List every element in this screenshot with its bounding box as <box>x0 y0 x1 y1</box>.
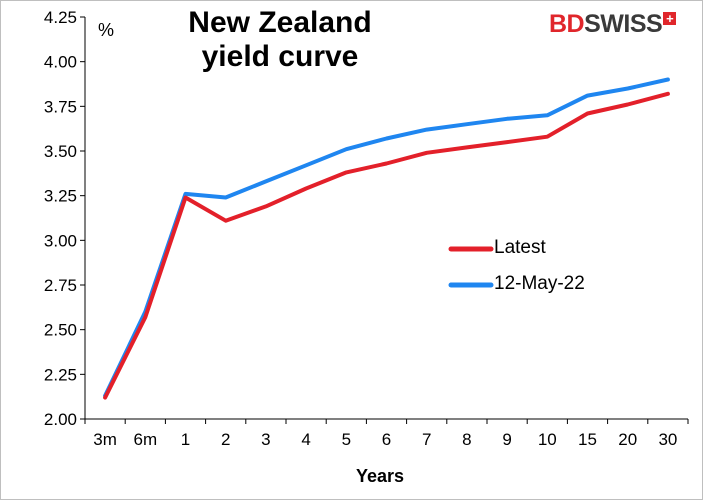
series-line-12-may-22 <box>103 77 670 398</box>
x-tick-label: 15 <box>578 430 597 449</box>
x-tick-label: 1 <box>181 430 190 449</box>
y-tick-label: 3.50 <box>44 142 77 161</box>
logo-text-bd: BD <box>549 10 585 38</box>
logo-text-swiss: SWISS <box>584 10 663 38</box>
x-tick-label: 3 <box>261 430 270 449</box>
x-tick-label: 8 <box>462 430 471 449</box>
legend-label-12-may-22: 12-May-22 <box>494 273 585 294</box>
chart-title: New Zealand yield curve <box>180 6 380 74</box>
logo-plus-icon: + <box>663 12 677 25</box>
x-tick-label: 2 <box>221 430 230 449</box>
x-tick-label: 30 <box>658 430 677 449</box>
x-tick-label: 7 <box>422 430 431 449</box>
x-tick-label: 4 <box>301 430 310 449</box>
y-tick-label: 3.25 <box>44 187 77 206</box>
x-tick-label: 3m <box>93 430 117 449</box>
x-axis-title: Years <box>355 466 405 486</box>
y-tick-label: 4.00 <box>44 53 77 72</box>
y-tick-label: 2.50 <box>44 321 77 340</box>
y-tick-label: 4.25 <box>44 8 77 27</box>
y-tick-label: 3.75 <box>44 97 77 116</box>
series-line-latest <box>103 91 670 400</box>
bdswiss-logo: BDSWISS + <box>549 10 677 39</box>
y-axis-unit-label: % <box>98 20 115 40</box>
x-tick-label: 9 <box>502 430 511 449</box>
x-tick-label: 6m <box>133 430 157 449</box>
chart-title-line-1: New Zealand <box>188 6 372 39</box>
x-tick-label: 5 <box>342 430 351 449</box>
chart-title-line-2: yield curve <box>201 40 359 73</box>
y-tick-label: 3.00 <box>44 231 77 250</box>
legend-label-latest: Latest <box>494 237 546 258</box>
x-tick-label: 10 <box>538 430 557 449</box>
y-tick-label: 2.25 <box>44 365 77 384</box>
y-tick-label: 2.75 <box>44 276 77 295</box>
x-tick-label: 20 <box>618 430 637 449</box>
x-tick-label: 6 <box>382 430 391 449</box>
y-tick-label: 2.00 <box>44 410 77 429</box>
